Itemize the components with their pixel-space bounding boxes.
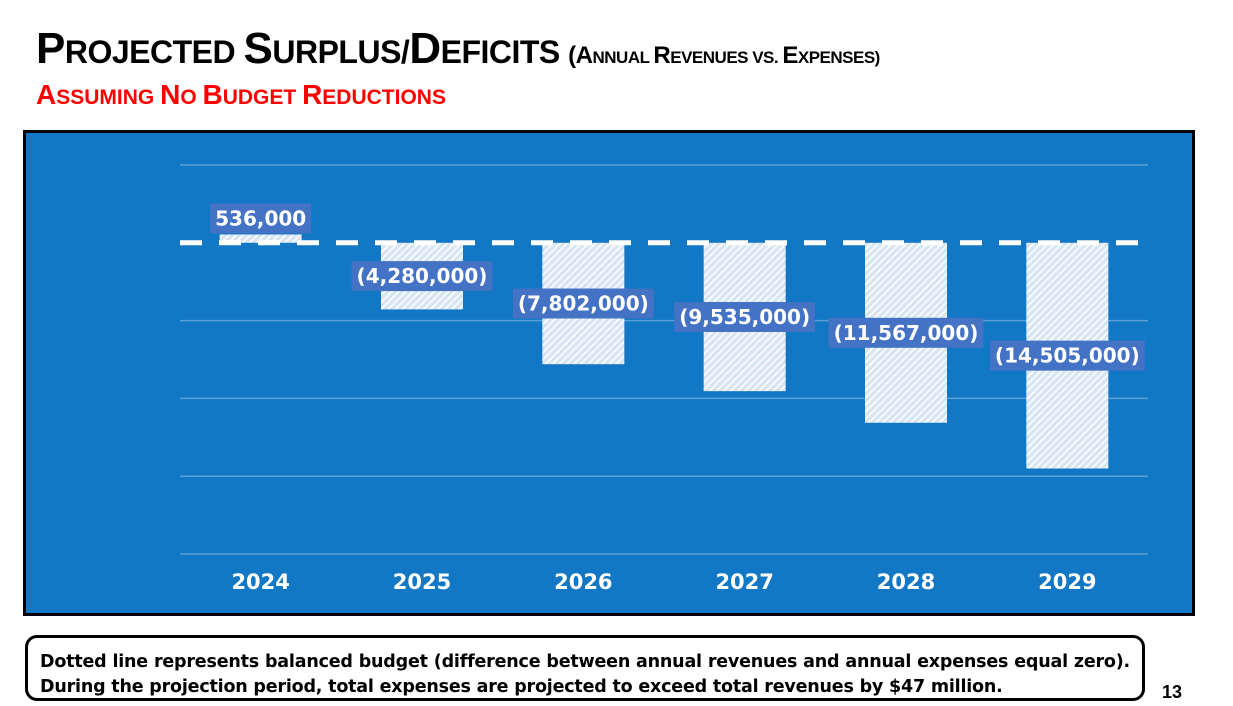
title-part: EFICITS: [440, 34, 569, 70]
data-label-background: [512, 288, 654, 319]
data-label: (11,567,000): [834, 321, 979, 345]
subtitle-part: EDUCTIONS: [322, 86, 446, 109]
footnote-box: Dotted line represents balanced budget (…: [25, 635, 1145, 701]
data-label-background: [674, 301, 816, 332]
data-label: (4,280,000): [357, 264, 488, 288]
chart-frame: 536,000 2024 (4,280,000) 2025 (7,802,000) 202…: [23, 130, 1195, 616]
subtitle-part: O: [180, 86, 203, 109]
title-part: D: [409, 24, 441, 73]
data-label-background: [210, 203, 312, 234]
title-part: E: [782, 42, 798, 69]
title-part: EVENUES VS.: [670, 48, 783, 67]
data-label: (9,535,000): [679, 305, 810, 329]
subtitle-part: B: [202, 79, 223, 110]
x-tick-label: 2028: [877, 570, 935, 594]
page-title: PROJECTED SURPLUS/DEFICITS (ANNUAL REVEN…: [36, 24, 880, 74]
data-label: 536,000: [215, 206, 306, 230]
x-tick-label: 2025: [393, 570, 451, 594]
data-label: (7,802,000): [518, 291, 649, 315]
subtitle-part: N: [160, 79, 181, 110]
title-part: S: [243, 24, 273, 73]
title-part: ROJECTED: [64, 34, 244, 70]
data-label-background: [351, 261, 493, 292]
title-part: (A: [568, 42, 593, 69]
title-part: P: [36, 24, 65, 73]
title-part: R: [653, 42, 671, 69]
title-part: URPLUS/: [272, 34, 410, 70]
x-tick-label: 2029: [1038, 570, 1096, 594]
page-subtitle: ASSUMING NO BUDGET REDUCTIONS: [36, 79, 446, 111]
data-label: (14,505,000): [995, 344, 1140, 368]
subtitle-part: A: [36, 79, 57, 110]
data-label-background: [828, 317, 984, 348]
title-part: XPENSES): [797, 48, 880, 67]
data-label-background: [989, 340, 1145, 371]
x-tick-label: 2024: [231, 570, 289, 594]
bar-2024: [219, 234, 302, 243]
subtitle-part: R: [302, 79, 323, 110]
subtitle-part: UDGET: [222, 86, 303, 109]
title-part: NNUAL: [592, 48, 654, 67]
subtitle-part: SSUMING: [56, 86, 161, 109]
bar-chart: 536,000 2024 (4,280,000) 2025 (7,802,000) 202…: [180, 164, 1152, 594]
page-number: 13: [1162, 682, 1183, 702]
x-tick-label: 2026: [554, 570, 612, 594]
x-tick-label: 2027: [715, 570, 773, 594]
